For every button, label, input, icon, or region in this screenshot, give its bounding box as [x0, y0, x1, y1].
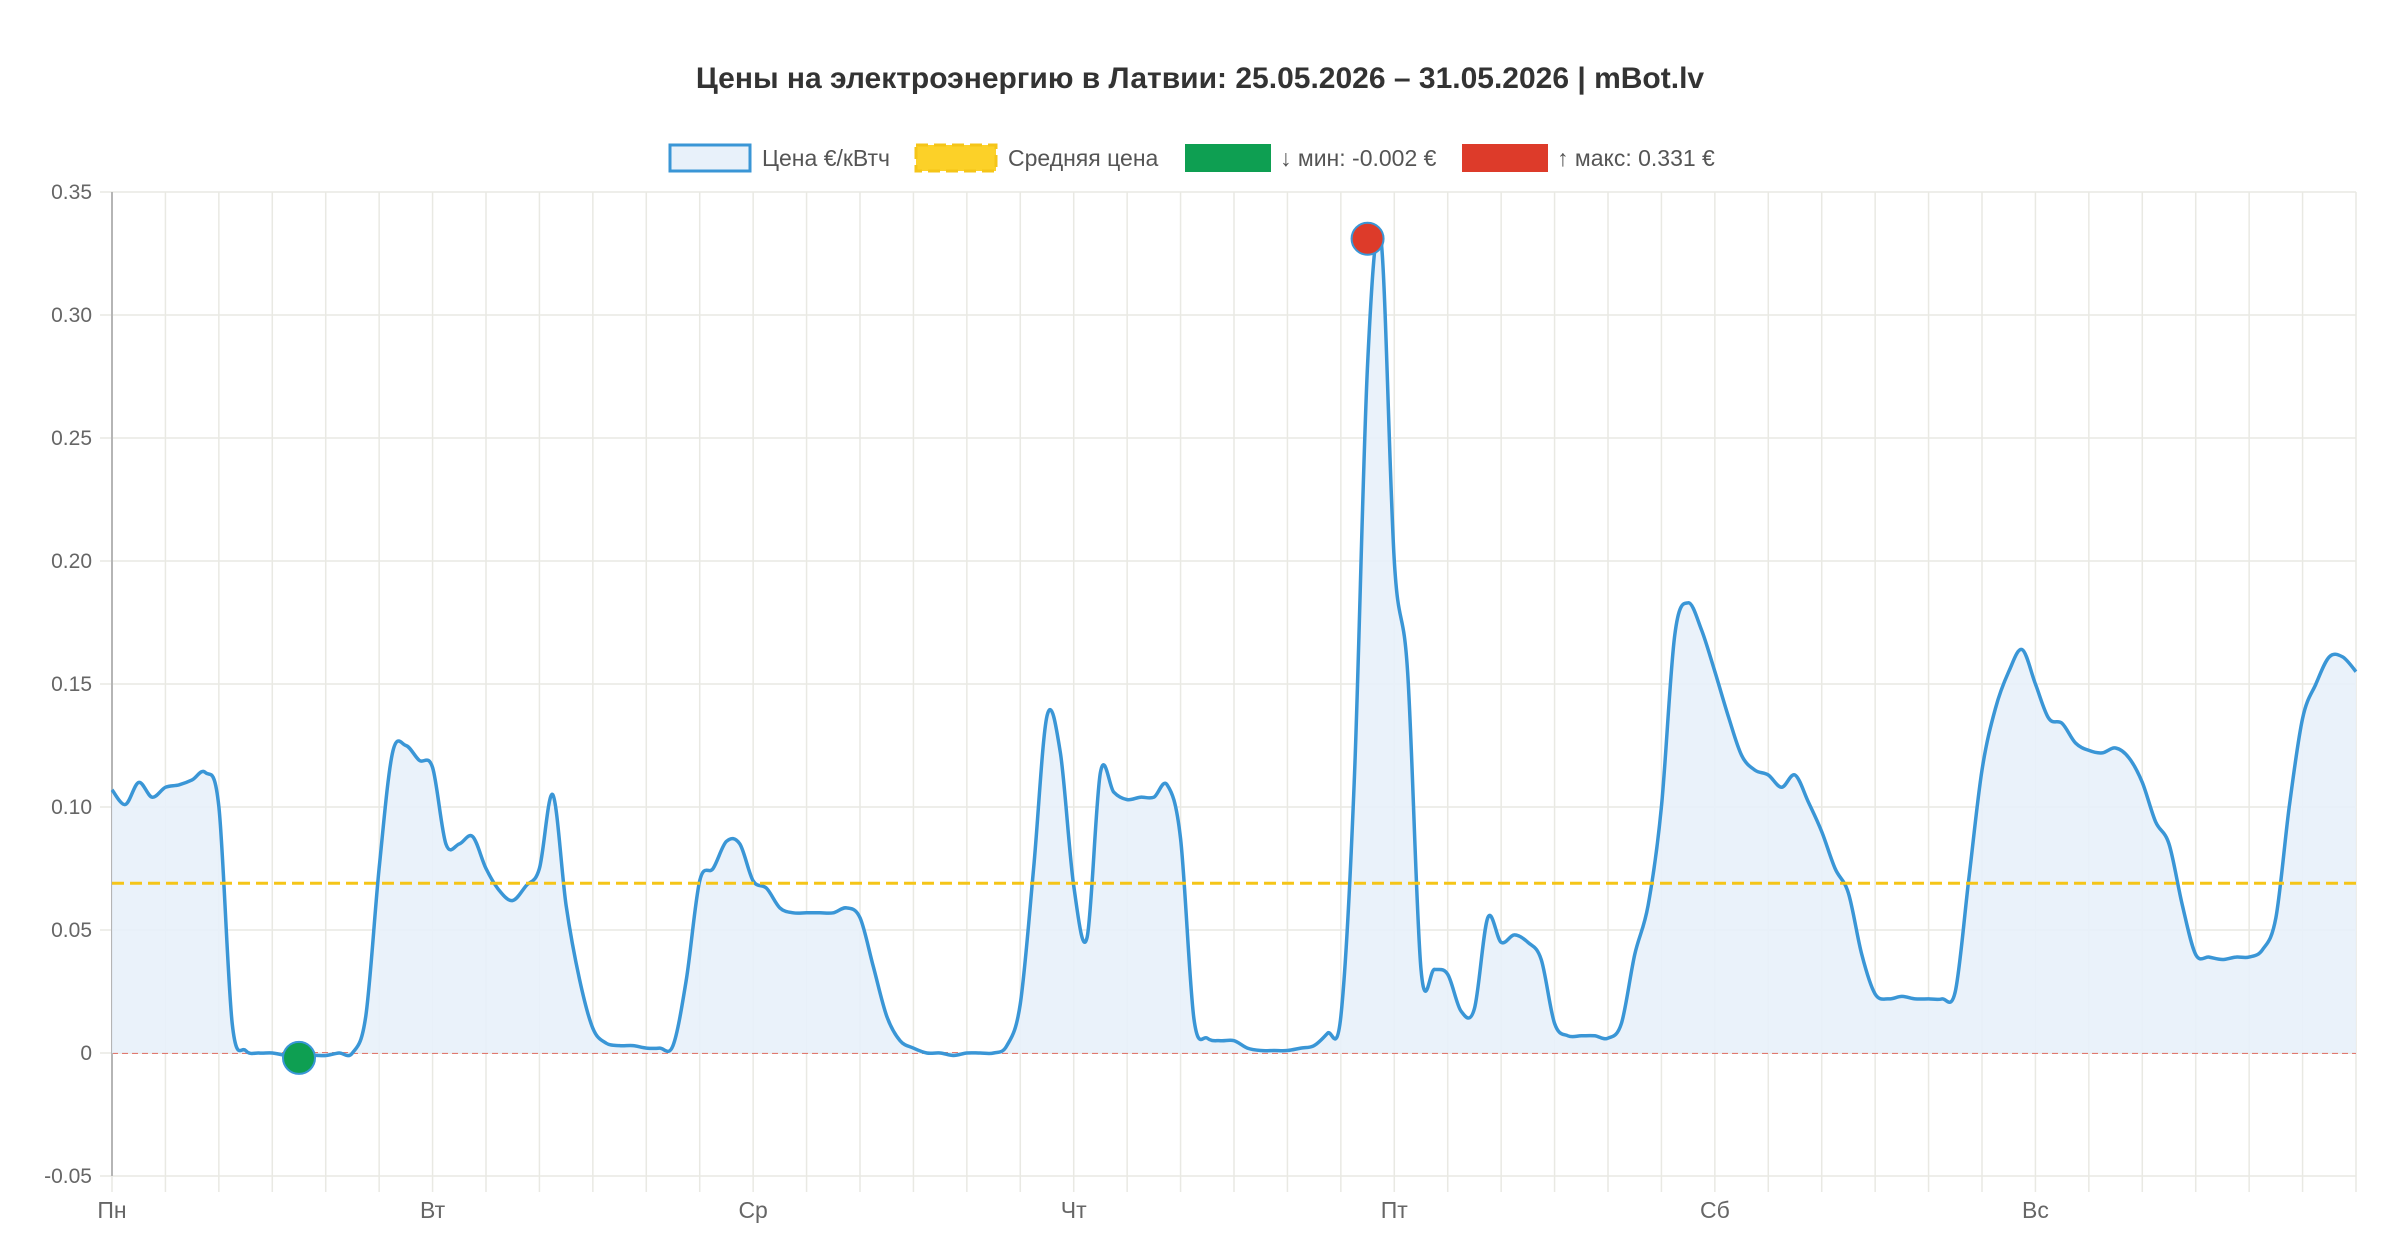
x-tick-label: Пт	[1381, 1197, 1409, 1223]
legend-average-swatch	[914, 143, 998, 173]
price-area-fill	[112, 230, 2356, 1058]
legend-min-label: ↓ мин: -0.002 €	[1280, 145, 1437, 171]
y-tick-label: 0.30	[51, 304, 92, 327]
x-tick-label: Вт	[420, 1197, 446, 1223]
y-tick-label: 0.35	[51, 181, 92, 204]
x-tick-label: Вс	[2022, 1197, 2049, 1223]
legend-item-min[interactable]: ↓ мин: -0.002 €	[1185, 144, 1437, 172]
legend-item-average[interactable]: Средняя цена	[914, 143, 1159, 173]
legend-price-swatch	[668, 143, 752, 173]
max-marker	[1350, 221, 1385, 256]
y-tick-label: 0.25	[51, 427, 92, 450]
x-tick-label: Чт	[1061, 1197, 1087, 1223]
y-tick-label: 0	[80, 1042, 92, 1065]
legend-item-max[interactable]: ↑ макс: 0.331 €	[1462, 144, 1715, 172]
y-tick-label: 0.05	[51, 919, 92, 942]
y-tick-label: -0.05	[44, 1165, 92, 1188]
y-tick-label: 0.10	[51, 796, 92, 819]
chart-title: Цены на электроэнергию в Латвии: 25.05.2…	[696, 62, 1705, 95]
legend-max-label: ↑ макс: 0.331 €	[1557, 145, 1715, 171]
legend-average-label: Средняя цена	[1008, 145, 1159, 171]
legend: Цена €/кВтч Средняя цена ↓ мин: -0.002 €…	[668, 143, 1715, 173]
markers	[112, 221, 2356, 1075]
x-tick-label: Ср	[738, 1197, 767, 1223]
legend-item-price[interactable]: Цена €/кВтч	[668, 143, 890, 173]
price-area	[112, 230, 2356, 1058]
y-tick-label: 0.20	[51, 550, 92, 573]
legend-max-swatch	[1462, 144, 1548, 172]
legend-price-label: Цена €/кВтч	[762, 145, 890, 171]
x-tick-label: Пн	[97, 1197, 126, 1223]
y-tick-label: 0.15	[51, 673, 92, 696]
legend-min-swatch	[1185, 144, 1271, 172]
min-marker	[282, 1040, 316, 1075]
axes: -0.05 0 0.05 0.10 0.15 0.20 0.25 0.30 0.35 Пн Вт Ср…	[44, 181, 2049, 1223]
x-tick-label: Сб	[1700, 1197, 1730, 1223]
